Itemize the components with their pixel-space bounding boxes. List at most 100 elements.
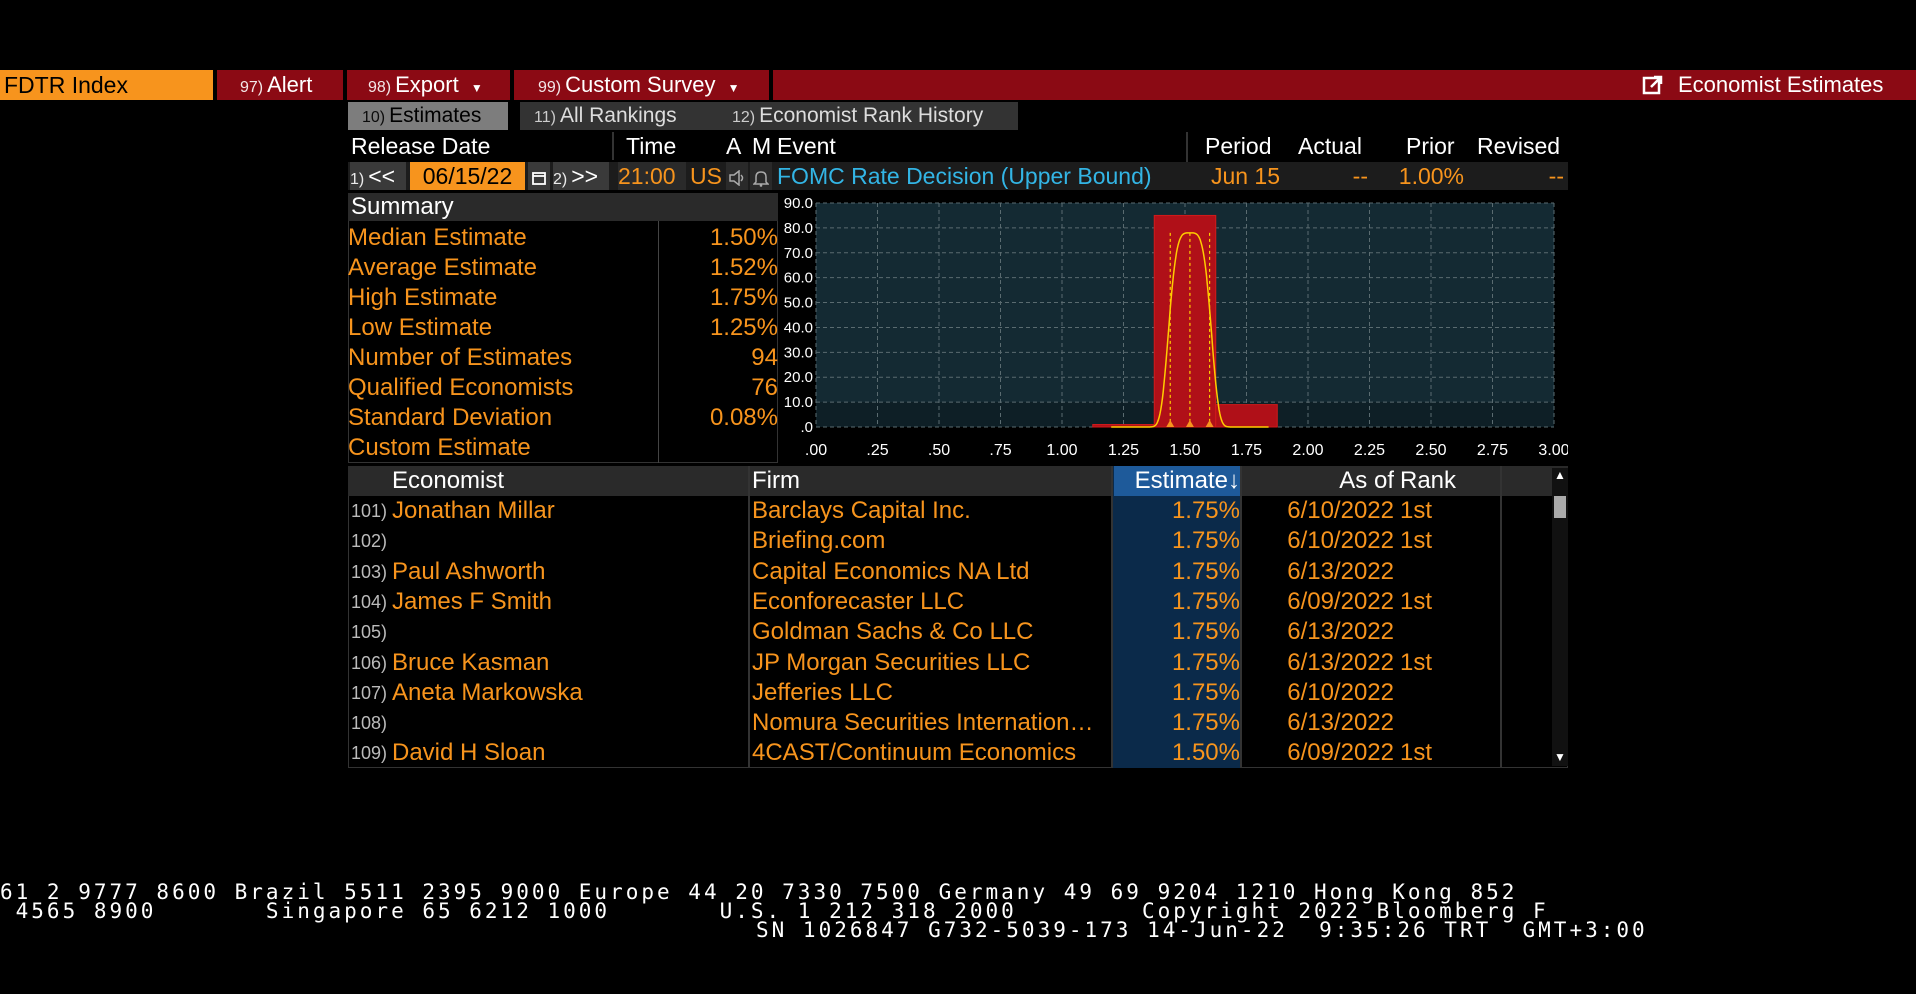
- summary-title: Summary: [351, 193, 454, 220]
- summary-standard-deviation: Standard Deviation 0.08%: [348, 404, 778, 431]
- estimate-value: 1.75%: [1171, 618, 1240, 646]
- speaker-icon[interactable]: [726, 162, 748, 190]
- sort-down-icon: ↓: [1228, 467, 1240, 494]
- rank-value: [1400, 708, 1480, 738]
- estimate-column-header[interactable]: Estimate↓: [1114, 466, 1240, 496]
- table-row[interactable]: 101) Jonathan Millar Barclays Capital Inc.…: [348, 496, 1568, 526]
- economist-name[interactable]: [392, 708, 742, 738]
- firm-name[interactable]: 4CAST/Continuum Economics: [752, 739, 1077, 767]
- firm-name[interactable]: Capital Economics NA Ltd: [752, 557, 1030, 585]
- economist-column-header[interactable]: Economist: [392, 467, 505, 494]
- table-row[interactable]: 103) Paul Ashworth Capital Economics NA Lt…: [348, 557, 1568, 587]
- estimate-value: 1.75%: [1171, 648, 1240, 676]
- row-number: 109): [351, 743, 388, 764]
- firm-name[interactable]: Barclays Capital Inc.: [752, 497, 971, 524]
- table-row[interactable]: 105) Goldman Sachs & Co LLC 1.75% 6/13/2022: [348, 617, 1568, 647]
- command-bar: FDTR Index 97) Alert 98) Export ▼ 99) Custo…: [0, 70, 1916, 100]
- footer-contact-line-1: 61 2 9777 8600 Brazil 5511 2395 9000 Eur…: [0, 880, 1518, 904]
- estimate-value: 1.75%: [1171, 678, 1240, 706]
- next-date-button[interactable]: 2) >>: [553, 162, 609, 190]
- firm-name[interactable]: Nomura Securities Internation…: [752, 709, 1094, 737]
- release-date-header: Release Date: [351, 132, 491, 160]
- row-number: 107): [351, 682, 388, 703]
- event-name-link[interactable]: FOMC Rate Decision (Upper Bound): [777, 163, 1152, 189]
- table-row[interactable]: 102) Briefing.com 1.75% 6/10/2022 1st: [348, 526, 1568, 556]
- economist-estimates-link[interactable]: Economist Estimates: [1642, 70, 1883, 100]
- x-tick-label: 2.00: [1292, 442, 1323, 459]
- x-tick-label: .25: [866, 442, 888, 459]
- actual-header: Actual: [1298, 132, 1362, 160]
- y-tick-label: 30.0: [784, 344, 813, 361]
- prev-date-button[interactable]: 1) <<: [350, 162, 406, 190]
- rank-value: [1400, 678, 1480, 708]
- y-tick-label: 10.0: [784, 394, 813, 411]
- economist-name[interactable]: James F Smith: [392, 587, 553, 615]
- estimate-value: 1.75%: [1171, 497, 1240, 524]
- as-of-date: 6/09/2022: [1287, 587, 1394, 615]
- firm-name[interactable]: Goldman Sachs & Co LLC: [752, 618, 1034, 646]
- estimate-value: 1.75%: [1171, 527, 1240, 555]
- estimate-value: 1.75%: [1171, 587, 1240, 615]
- release-date-input[interactable]: 06/15/22: [410, 162, 525, 190]
- event-revised: --: [1548, 163, 1564, 189]
- scroll-up-icon[interactable]: ▲: [1554, 468, 1566, 482]
- rank-value: [1400, 557, 1480, 587]
- rank-column-header[interactable]: Rank: [1400, 467, 1457, 494]
- rank-value: 1st: [1400, 497, 1433, 524]
- prior-header: Prior: [1406, 132, 1455, 160]
- table-row[interactable]: 109) David H Sloan 4CAST/Continuum Economi…: [348, 738, 1568, 768]
- economist-name[interactable]: Aneta Markowska: [392, 678, 583, 706]
- as-of-date: 6/09/2022: [1287, 739, 1394, 767]
- y-tick-label: 70.0: [784, 245, 813, 262]
- row-number: 104): [351, 591, 388, 612]
- chevron-down-icon: ▼: [470, 81, 483, 95]
- firm-name[interactable]: JP Morgan Securities LLC: [752, 648, 1031, 676]
- stat-marker: [1205, 420, 1214, 427]
- table-row[interactable]: 107) Aneta Markowska Jefferies LLC 1.75% 6/1…: [348, 678, 1568, 708]
- y-tick-label: 80.0: [784, 220, 813, 237]
- x-tick-label: 1.50: [1169, 442, 1200, 459]
- firm-name[interactable]: Econforecaster LLC: [752, 587, 965, 615]
- economist-name[interactable]: Paul Ashworth: [392, 557, 546, 585]
- summary-number-of-estimates: Number of Estimates 94: [348, 344, 778, 371]
- economist-name[interactable]: [392, 526, 742, 556]
- stat-marker: [1166, 420, 1175, 427]
- estimate-value: 1.75%: [1171, 557, 1240, 585]
- rank-value: [1400, 617, 1480, 647]
- estimate-value: 1.50%: [1171, 739, 1240, 767]
- calendar-icon[interactable]: [528, 162, 550, 190]
- economist-name[interactable]: Jonathan Millar: [392, 497, 555, 524]
- tab-all-rankings[interactable]: 11) All Rankings: [520, 102, 720, 130]
- x-tick-label: .75: [989, 442, 1011, 459]
- table-row[interactable]: 104) James F Smith Econforecaster LLC 1.75%…: [348, 587, 1568, 617]
- summary-custom-estimate[interactable]: Custom Estimate: [348, 434, 531, 461]
- table-row[interactable]: 106) Bruce Kasman JP Morgan Securities LLC…: [348, 648, 1568, 678]
- row-number: 102): [351, 531, 388, 552]
- scroll-down-icon[interactable]: ▼: [1554, 750, 1566, 764]
- y-tick-label: 40.0: [784, 319, 813, 336]
- economist-name[interactable]: Bruce Kasman: [392, 648, 550, 676]
- firm-name[interactable]: Briefing.com: [752, 527, 886, 555]
- scrollbar-thumb[interactable]: [1554, 496, 1566, 518]
- summary-high: High Estimate 1.75%: [348, 284, 778, 311]
- bell-icon[interactable]: [750, 162, 772, 190]
- as-of-column-header[interactable]: As of: [1339, 467, 1394, 494]
- economist-name[interactable]: David H Sloan: [392, 739, 546, 767]
- x-tick-label: 2.75: [1477, 442, 1508, 459]
- tab-estimates[interactable]: 10) Estimates: [348, 102, 508, 130]
- economist-name[interactable]: [392, 617, 742, 647]
- firm-column-header[interactable]: Firm: [752, 467, 800, 494]
- summary-average: Average Estimate 1.52%: [348, 254, 778, 281]
- table-header: Economist Firm Estimate↓ As of Rank: [348, 466, 1568, 496]
- export-button[interactable]: 98) Export ▼: [368, 72, 483, 97]
- firm-name[interactable]: Jefferies LLC: [752, 678, 893, 706]
- ticker-field[interactable]: FDTR Index: [0, 70, 213, 100]
- as-of-date: 6/10/2022: [1287, 497, 1394, 524]
- tab-economist-rank-history[interactable]: 12) Economist Rank History: [718, 102, 1018, 130]
- table-scrollbar[interactable]: ▲ ▼: [1552, 468, 1568, 766]
- x-tick-label: 1.00: [1046, 442, 1077, 459]
- alert-button[interactable]: 97) Alert: [240, 72, 313, 97]
- custom-survey-button[interactable]: 99) Custom Survey ▼: [538, 72, 740, 97]
- x-tick-label: 3.00: [1538, 442, 1568, 459]
- table-row[interactable]: 108) Nomura Securities Internation… 1.75% 6…: [348, 708, 1568, 738]
